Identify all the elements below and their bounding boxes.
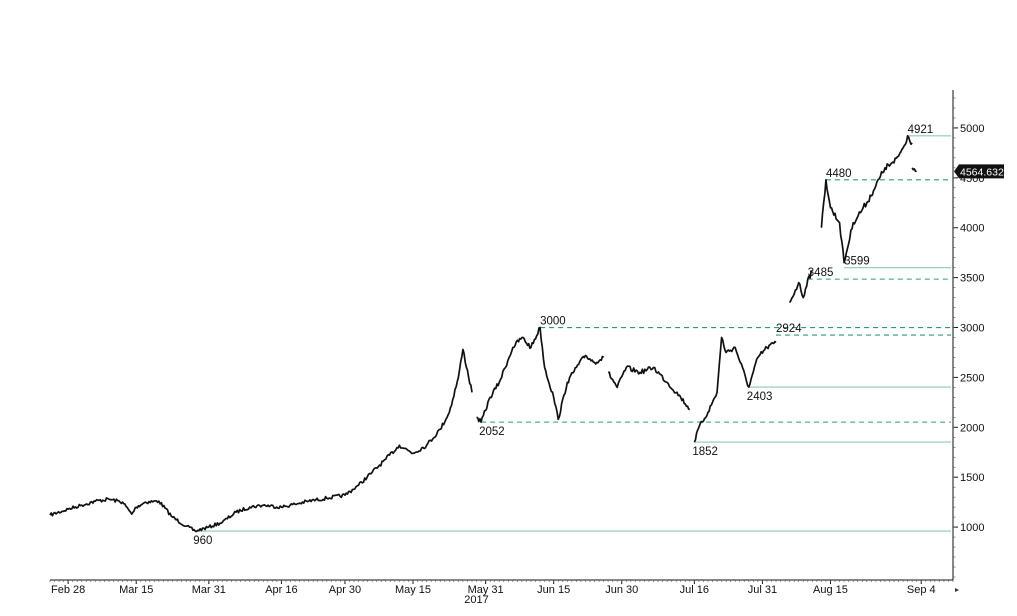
y-tick-label: 5000 [960, 123, 984, 135]
last-price-tag: 4564.6328 [954, 164, 1010, 179]
y-tick-label: 4000 [960, 223, 984, 235]
price-line-segment [820, 134, 913, 264]
x-tick-label: Mar 31 [192, 584, 226, 596]
x-axis-arrow-icon [955, 588, 959, 592]
price-line-segment [693, 336, 777, 443]
y-tick-label: 3000 [960, 323, 984, 335]
x-tick-label: May 15 [395, 584, 431, 596]
axes: Feb 28 Mar 15 Mar 31 Apr 16 Apr 30 May 15 May … [49, 90, 984, 606]
y-tick-label: 2000 [960, 422, 984, 434]
level-label-2403: 2403 [747, 391, 773, 403]
level-label-2052: 2052 [479, 426, 505, 438]
x-tick-label: Jun 30 [605, 584, 638, 596]
y-tick-label: 1000 [960, 522, 984, 534]
x-tick-label: Sep 4 [907, 584, 936, 596]
y-tick-label: 3500 [960, 273, 984, 285]
level-label-1852: 1852 [692, 446, 718, 458]
level-label-3485: 3485 [808, 267, 834, 279]
x-tick-label: Jul 31 [748, 584, 777, 596]
horizontal-levels [195, 135, 951, 532]
x-axis-ticks: Feb 28 Mar 15 Mar 31 Apr 16 Apr 30 May 15 May … [49, 580, 954, 596]
level-annotations: 960 1852 2052 2403 2924 3000 3485 3599 4480 4921 [193, 124, 933, 547]
price-line-segment [788, 270, 813, 304]
x-tick-label: Jul 16 [680, 584, 709, 596]
level-label-3599: 3599 [844, 256, 870, 268]
price-line-segment [911, 167, 917, 173]
level-label-960: 960 [193, 535, 212, 547]
x-tick-label: Jun 15 [537, 584, 570, 596]
x-tick-label: Apr 30 [329, 584, 361, 596]
last-price-value: 4564.6328 [960, 166, 1010, 178]
x-tick-label: Aug 15 [813, 584, 848, 596]
y-tick-label: 1500 [960, 472, 984, 484]
year-label: 2017 [464, 594, 488, 606]
x-tick-label: May 31 [468, 584, 504, 596]
x-tick-label: Feb 28 [51, 584, 85, 596]
last-price-tag-shape [954, 164, 1004, 179]
price-line-segment [49, 348, 473, 533]
level-label-2924: 2924 [776, 323, 802, 335]
y-tick-label: 2500 [960, 372, 984, 384]
level-label-4480: 4480 [826, 168, 852, 180]
price-line-segment [476, 326, 605, 423]
x-tick-label: Apr 16 [265, 584, 297, 596]
price-series [49, 134, 917, 533]
level-label-3000: 3000 [540, 316, 566, 328]
price-line-segment [608, 365, 690, 411]
x-tick-label: Mar 15 [119, 584, 153, 596]
level-label-4921: 4921 [908, 124, 934, 136]
